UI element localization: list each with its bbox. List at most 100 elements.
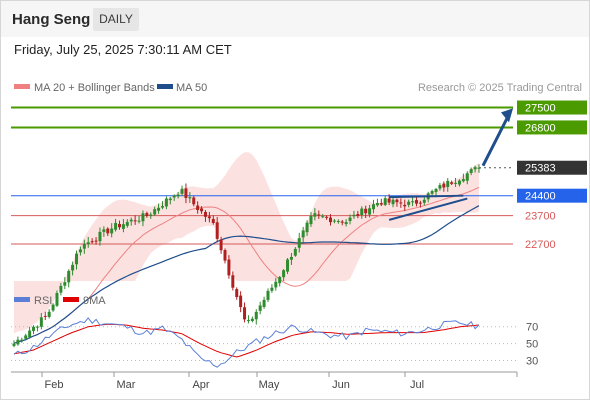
candle-body: [411, 201, 415, 203]
chart-header: Hang Seng DAILY: [1, 1, 589, 37]
candle-body: [336, 220, 340, 223]
candle-body: [325, 216, 329, 218]
candle-body: [332, 220, 336, 222]
candle-body: [297, 238, 301, 248]
candle-body: [75, 253, 79, 265]
level-label-23700: 23700: [525, 211, 556, 223]
level-badge-27500: [517, 100, 587, 115]
legend-swatch-ma20: [14, 84, 30, 89]
level-label-27500: 27500: [525, 103, 556, 115]
candle-body: [67, 270, 71, 283]
x-tick-label-apr: Apr: [192, 379, 209, 391]
candle-body: [266, 290, 270, 300]
channel-lower: [388, 197, 468, 221]
x-tick-label-feb: Feb: [45, 379, 64, 391]
rsi-legend: RSI 9MA: [14, 295, 106, 307]
candle-body: [82, 244, 86, 249]
x-tick-label-mar: Mar: [117, 379, 136, 391]
candle-body: [137, 220, 141, 222]
legend-label-rsi: RSI: [34, 295, 52, 307]
candle-body: [94, 240, 98, 242]
candle-body: [368, 208, 372, 215]
research-credit: Research © 2025 Trading Central: [418, 82, 582, 94]
level-badge-24400: [517, 188, 587, 203]
candle-body: [239, 295, 243, 308]
candle-body: [364, 208, 368, 214]
candle-body: [301, 230, 305, 238]
candle-body: [180, 188, 184, 194]
candle-body: [200, 208, 204, 212]
candle-body: [145, 213, 149, 216]
price-plot-area: 27500 26800 25383 24400 23700 22700: [11, 100, 587, 348]
candle-body: [172, 195, 176, 198]
rsi-tick-label: 30: [526, 356, 538, 368]
candle-body: [35, 326, 39, 328]
candle-body: [121, 224, 125, 229]
legend-label-9ma: 9MA: [83, 295, 106, 307]
channel-upper: [389, 194, 464, 199]
candle-body: [286, 259, 290, 272]
candle-body: [313, 213, 317, 217]
candle-body: [469, 169, 473, 173]
candle-body: [395, 199, 399, 203]
candle-body: [293, 248, 297, 256]
candle-body: [28, 330, 32, 338]
candle-body: [473, 167, 477, 170]
candle-body: [20, 339, 24, 341]
candle-body: [16, 339, 20, 345]
candle-body: [86, 242, 90, 244]
timestamp: Friday, July 25, 2025 7:30:11 AM CET: [14, 42, 232, 57]
candle-body: [305, 222, 309, 233]
timeframe-badge[interactable]: DAILY: [93, 8, 139, 31]
legend-label-ma50: MA 50: [176, 82, 207, 94]
legend-label-ma20: MA 20 + Bollinger Bands: [34, 82, 155, 94]
candle-body: [414, 200, 418, 204]
candle-body: [102, 229, 106, 232]
candle-body: [418, 202, 422, 204]
rsi-tick-label: 70: [526, 322, 538, 334]
candle-body: [90, 241, 94, 243]
candle-body: [192, 197, 196, 205]
candle-body: [360, 208, 364, 216]
legend-swatch-ma50: [157, 84, 173, 89]
candle-body: [309, 215, 313, 225]
candle-body: [254, 311, 258, 320]
candle-body: [110, 228, 114, 234]
candle-body: [246, 320, 250, 322]
candle-body: [387, 198, 391, 203]
candle-body: [274, 281, 278, 288]
candle-body: [207, 216, 211, 219]
legend-swatch-9ma: [63, 297, 79, 302]
candle-body: [340, 221, 344, 223]
rsi-line: [13, 317, 480, 368]
candle-body: [47, 311, 51, 317]
candle-body: [12, 343, 16, 346]
candle-body: [125, 221, 129, 226]
candle-body: [317, 214, 321, 216]
candle-body: [231, 275, 235, 288]
level-label-24400: 24400: [525, 191, 556, 203]
candle-body: [78, 249, 82, 253]
level-label-25383: 25383: [525, 163, 556, 175]
candle-body: [43, 315, 47, 317]
candle-body: [24, 335, 28, 339]
candle-body: [71, 264, 75, 271]
candle-body: [438, 185, 442, 189]
legend-swatch-rsi: [14, 297, 30, 302]
candle-body: [430, 191, 434, 194]
candle-body: [383, 198, 387, 205]
candle-body: [465, 173, 469, 181]
candle-body: [379, 203, 383, 205]
candle-body: [270, 287, 274, 291]
candle-body: [63, 282, 67, 286]
candle-body: [352, 214, 356, 217]
candle-body: [407, 201, 411, 205]
candle-body: [321, 216, 325, 218]
ma20-line: [13, 186, 480, 345]
bollinger-band: [14, 152, 479, 334]
candle-body: [98, 231, 102, 242]
candle-body: [141, 213, 145, 222]
level-badge-25383: [517, 160, 587, 175]
candle-body: [399, 202, 403, 204]
